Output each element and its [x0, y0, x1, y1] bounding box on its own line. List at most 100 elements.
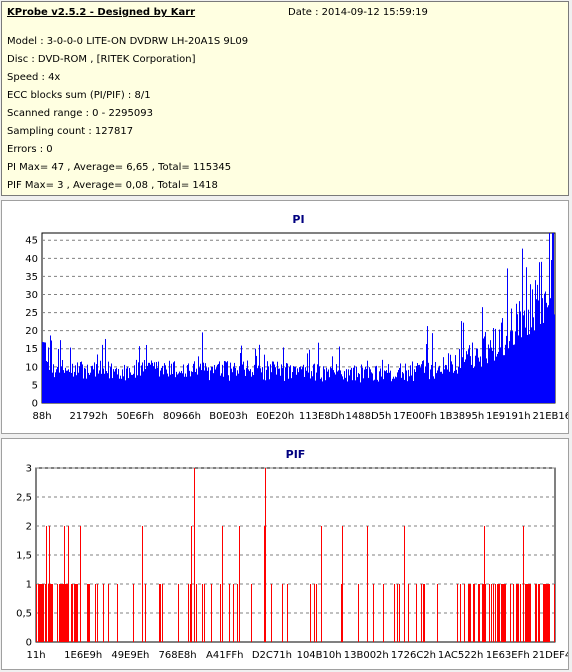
pi-bar: [372, 373, 373, 403]
pi-bar: [485, 332, 486, 403]
pi-bar: [96, 364, 97, 403]
pif-bar: [493, 584, 494, 642]
pi-bar: [472, 342, 473, 403]
pi-bar: [194, 361, 195, 403]
pi-bar: [239, 366, 240, 403]
pif-bar: [373, 584, 374, 642]
pi-bar: [136, 359, 137, 403]
pif-bar: [517, 584, 518, 642]
pi-bar: [363, 378, 364, 403]
pif-bar: [77, 584, 78, 642]
pi-bar: [286, 363, 287, 403]
pif-bar: [188, 584, 189, 642]
pi-bar: [245, 375, 246, 403]
pi-bar: [459, 348, 460, 403]
pi-bar: [228, 375, 229, 403]
pi-bar: [250, 369, 251, 403]
pi-bar: [93, 369, 94, 403]
pi-bar: [322, 381, 323, 403]
pif-bar: [68, 526, 69, 642]
scan-date: Date : 2014-09-12 15:59:19: [288, 7, 428, 18]
pif-bar: [271, 584, 272, 642]
pi-bar: [377, 379, 378, 403]
pi-bar: [467, 354, 468, 403]
pi-bar: [310, 378, 311, 403]
x-tick-label: 104B10h: [297, 650, 342, 661]
pi-bar: [396, 377, 397, 403]
pi-bar: [478, 357, 479, 403]
pi-bar: [451, 361, 452, 403]
pi-bar: [68, 369, 69, 403]
pi-bar: [319, 366, 320, 403]
pi-bar: [411, 375, 412, 403]
pi-bar: [76, 375, 77, 403]
pif-bar: [469, 584, 470, 642]
pi-bar: [386, 370, 387, 403]
pif-bar: [543, 584, 544, 642]
pif-bar: [251, 584, 252, 642]
pif-chart: PIF 0 0,5 1 1,5 2 2,5 3 11h 1E6E9h 49E9Eh 768E8h A41…: [16, 448, 572, 661]
pif-bar: [57, 584, 58, 642]
pi-bar: [361, 364, 362, 403]
pi-bar: [313, 364, 314, 403]
pif-bar: [485, 584, 486, 642]
pi-bar: [348, 369, 349, 403]
pi-bar: [296, 374, 297, 403]
pi-bar: [487, 363, 488, 403]
pif-bar: [142, 526, 143, 642]
pi-bar: [73, 376, 74, 403]
pif-bar: [503, 584, 504, 642]
pif-bar: [204, 584, 205, 642]
pi-bar: [280, 375, 281, 403]
pi-bar: [490, 340, 491, 403]
pif-bar: [491, 584, 492, 642]
pi-bar: [549, 233, 550, 403]
pif-bar: [190, 584, 191, 642]
pi-bar: [444, 369, 445, 403]
pi-bar: [328, 369, 329, 403]
pi-bar: [514, 344, 515, 403]
pi-bar: [200, 363, 201, 403]
pi-bar: [183, 364, 184, 403]
pi-bar: [454, 370, 455, 403]
pi-bar: [246, 368, 247, 403]
pi-bar: [142, 362, 143, 403]
pi-bar: [211, 366, 212, 403]
pi-bar: [52, 372, 53, 403]
pi-series: [42, 233, 555, 403]
pi-bar: [65, 367, 66, 403]
pi-bar: [294, 366, 295, 403]
pi-bar: [383, 379, 384, 403]
pi-bar: [261, 372, 262, 403]
pi-bar: [105, 338, 106, 403]
pi-bar: [199, 367, 200, 403]
pi-bar: [376, 365, 377, 403]
pi-bar: [44, 342, 45, 403]
pi-bar: [147, 365, 148, 403]
pi-bar: [137, 375, 138, 403]
pi-bar: [206, 367, 207, 403]
pi-bar: [67, 370, 68, 403]
pi-bar: [229, 380, 230, 403]
pi-bar: [213, 373, 214, 403]
pi-bar: [341, 374, 342, 403]
pi-bar: [371, 372, 372, 403]
y-tick-label: 15: [25, 344, 38, 355]
pif-bar: [513, 584, 514, 642]
pi-bar: [493, 328, 494, 403]
pi-bar: [215, 369, 216, 403]
pi-bar: [84, 368, 85, 403]
pi-bar: [116, 367, 117, 403]
pi-bar: [195, 372, 196, 403]
pi-bar: [314, 363, 315, 403]
pif-bar: [468, 584, 469, 642]
pi-bar: [293, 366, 294, 403]
pi-bar: [470, 356, 471, 403]
pi-bar: [149, 362, 150, 403]
pi-bar: [306, 370, 307, 403]
pi-bar: [274, 364, 275, 403]
pif-bar: [489, 584, 490, 642]
pi-bar: [456, 369, 457, 403]
pi-bar: [288, 378, 289, 403]
pi-chart: PI 0 5 10 15 20 25 30 35 40 45 88h 21792h 50E6Fh 80966…: [25, 213, 572, 422]
